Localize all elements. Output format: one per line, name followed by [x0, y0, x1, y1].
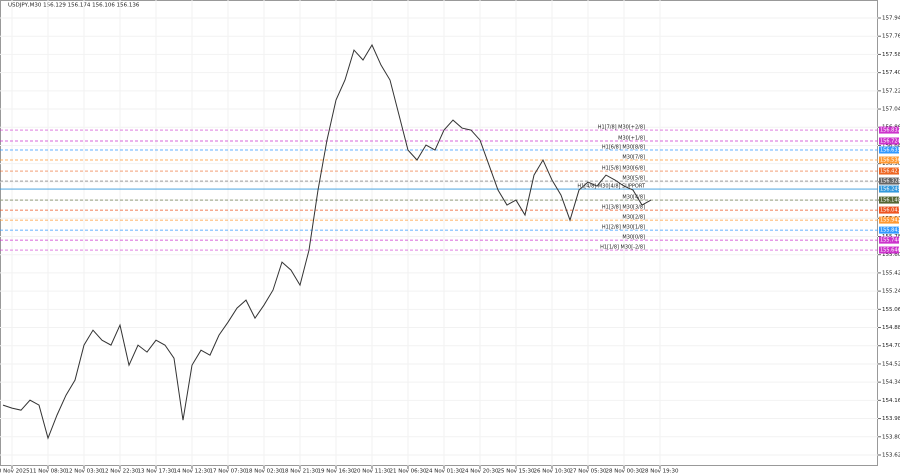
price-line — [2, 43, 652, 440]
y-tick-label: 155.240 — [882, 289, 900, 295]
y-tick-label: 154.340 — [882, 380, 900, 386]
y-tick-label: 154.520 — [882, 361, 900, 367]
y-tick-label: 157.940 — [882, 16, 900, 22]
level-label: M30[4/8] — [622, 195, 645, 201]
y-tick-label: 154.700 — [882, 343, 900, 349]
y-tick-label: 155.600 — [882, 252, 900, 258]
level-label: M30[2/8] — [622, 215, 645, 221]
price-box-label: 156.427 — [880, 169, 900, 175]
x-tick-label: 26 Nov 10:30 — [533, 469, 571, 474]
price-box — [879, 185, 899, 193]
x-tick-label: 17 Nov 07:30 — [209, 469, 247, 474]
plot-frame — [0, 0, 878, 466]
y-tick-label: 157.580 — [882, 52, 900, 58]
level-label: M30[+1/8] — [618, 136, 645, 142]
x-tick-label: 18 Nov 21:30 — [281, 469, 319, 474]
price-box-label: 156.041 — [880, 208, 900, 214]
x-tick-label: 24 Nov 01:30 — [425, 469, 463, 474]
price-box — [879, 167, 899, 175]
level-label: H1[4/8] M30[4/8] SUPPORT — [577, 184, 646, 190]
price-box-label: 156.832 — [880, 128, 900, 134]
x-tick-label: 27 Nov 05:30 — [569, 469, 607, 474]
x-tick-label: 28 Nov 19:30 — [641, 469, 679, 474]
x-tick-label: 24 Nov 20:30 — [461, 469, 499, 474]
chart-title: USDJPY,M30 156.129 156.174 156.106 156.1… — [8, 3, 140, 9]
level-label: H1[6/8] M30[8/8] — [602, 145, 645, 151]
price-box — [879, 216, 899, 224]
price-box — [879, 196, 899, 204]
price-box-label: 155.744 — [880, 238, 900, 244]
x-tick-label: 12 Nov 22:30 — [101, 469, 139, 474]
y-tick-label: 153.620 — [882, 452, 900, 458]
price-box-label: 156.328 — [880, 179, 900, 185]
y-tick-label: 155.420 — [882, 270, 900, 276]
price-box — [879, 177, 899, 185]
level-label: M30[0/8] — [622, 235, 645, 241]
price-box-label: 156.249 — [880, 187, 900, 193]
x-tick-label: 14 Nov 12:30 — [173, 469, 211, 474]
price-box — [879, 206, 899, 214]
x-tick-label: 18 Nov 02:30 — [245, 469, 283, 474]
price-box-label: 155.843 — [880, 228, 900, 234]
price-box-label: 156.724 — [880, 139, 900, 145]
y-tick-label: 154.160 — [882, 398, 900, 404]
price-box — [879, 146, 899, 154]
price-box — [879, 246, 899, 254]
level-label: H1[2/8] M30[1/8] — [602, 225, 645, 231]
y-tick-label: 153.980 — [882, 416, 900, 422]
x-tick-label: 10 Nov 2025 — [0, 469, 30, 474]
x-tick-label: 13 Nov 17:30 — [137, 469, 175, 474]
price-box — [879, 156, 899, 164]
x-tick-label: 21 Nov 06:30 — [389, 469, 427, 474]
x-tick-label: 25 Nov 15:30 — [497, 469, 535, 474]
x-tick-label: 20 Nov 11:30 — [353, 469, 391, 474]
y-tick-label: 157.760 — [882, 34, 900, 40]
y-tick-label: 153.800 — [882, 434, 900, 440]
level-label: H1[3/8] M30[3/8] — [602, 205, 645, 211]
price-box — [879, 236, 899, 244]
price-box-label: 156.635 — [880, 148, 900, 154]
level-label: H1[7/8] M30[+2/8] — [598, 125, 645, 131]
y-tick-label: 156.500 — [882, 161, 900, 167]
price-box — [879, 126, 899, 134]
price-box-label: 155.942 — [880, 218, 900, 224]
x-tick-label: 11 Nov 08:30 — [29, 469, 67, 474]
price-box-label: 156.140 — [880, 198, 900, 204]
x-tick-label: 28 Nov 00:30 — [605, 469, 643, 474]
price-box — [879, 137, 899, 145]
x-tick-label: 19 Nov 16:30 — [317, 469, 355, 474]
level-label: M30[5/8] — [622, 176, 645, 182]
y-tick-label: 156.680 — [882, 143, 900, 149]
price-box-label: 156.536 — [880, 158, 900, 164]
level-label: H1[5/8] M30[6/8] — [602, 166, 645, 172]
y-tick-label: 154.880 — [882, 325, 900, 331]
level-label: H1[1/8] M30[-2/8] — [600, 245, 645, 251]
price-box-label: 155.646 — [880, 248, 900, 254]
y-tick-label: 157.220 — [882, 88, 900, 94]
level-label: M30[7/8] — [622, 155, 645, 161]
x-tick-label: 12 Nov 03:30 — [65, 469, 103, 474]
price-box — [879, 226, 899, 234]
y-tick-label: 155.060 — [882, 307, 900, 313]
y-tick-label: 157.040 — [882, 107, 900, 113]
y-tick-label: 157.400 — [882, 70, 900, 76]
